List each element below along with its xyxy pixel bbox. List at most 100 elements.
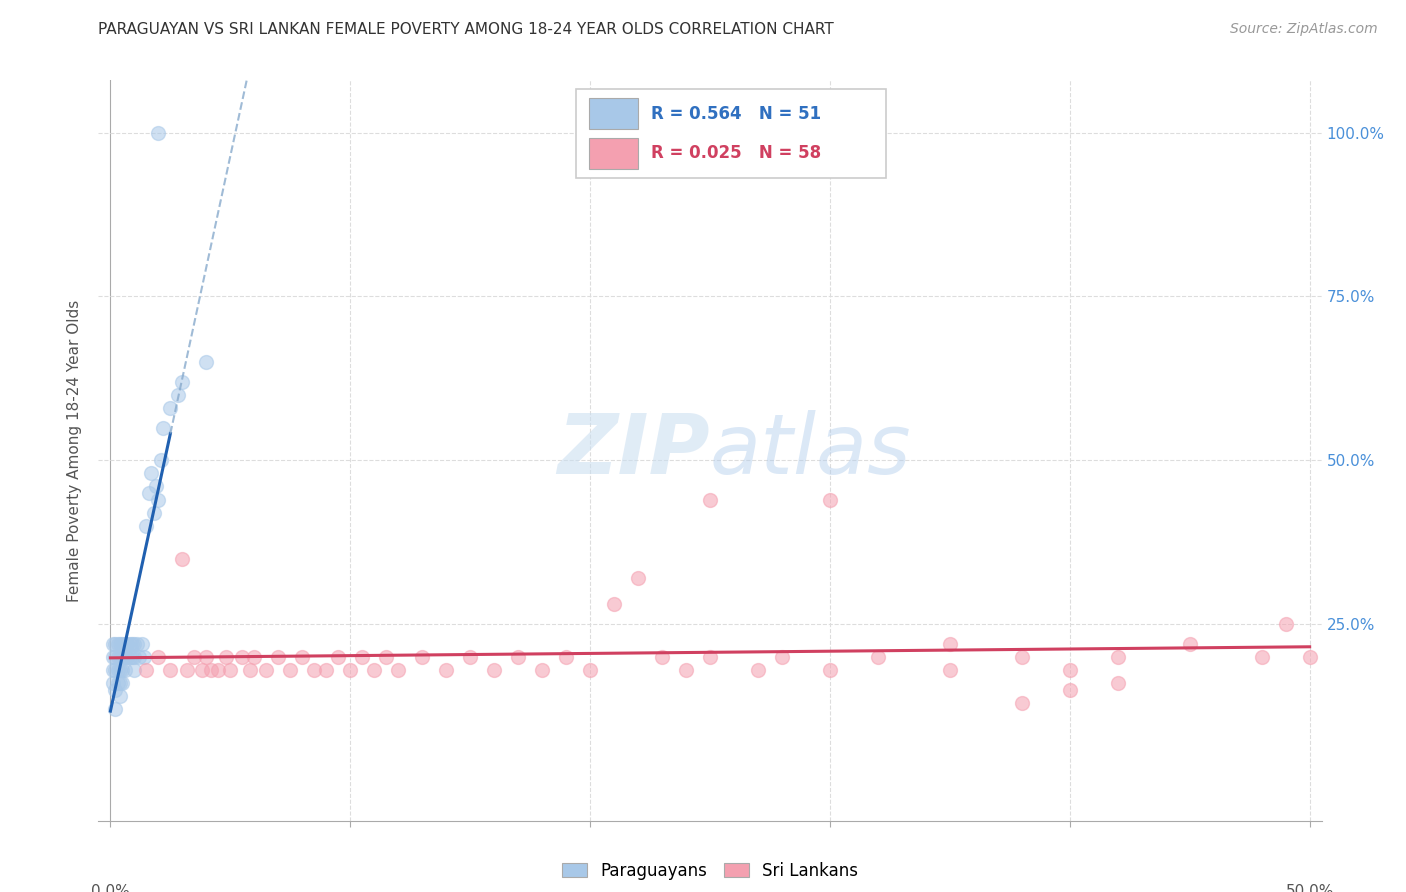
Point	[149, 453, 172, 467]
Point	[818, 492, 841, 507]
Point	[131, 637, 153, 651]
Point	[107, 676, 129, 690]
Point	[159, 663, 181, 677]
Point	[328, 649, 350, 664]
Point	[115, 637, 138, 651]
Point	[108, 663, 131, 677]
Text: ZIP: ZIP	[557, 410, 710, 491]
Point	[114, 637, 136, 651]
Point	[142, 506, 165, 520]
Point	[434, 663, 457, 677]
Point	[555, 649, 578, 664]
Point	[124, 663, 146, 677]
Y-axis label: Female Poverty Among 18-24 Year Olds: Female Poverty Among 18-24 Year Olds	[67, 300, 83, 601]
Point	[108, 637, 131, 651]
Legend: Paraguayans, Sri Lankans: Paraguayans, Sri Lankans	[555, 855, 865, 887]
Point	[107, 663, 129, 677]
Point	[195, 649, 218, 664]
Point	[387, 663, 409, 677]
Text: Source: ZipAtlas.com: Source: ZipAtlas.com	[1230, 22, 1378, 37]
Point	[104, 702, 127, 716]
Bar	[589, 138, 638, 169]
Point	[214, 649, 236, 664]
Point	[108, 676, 131, 690]
Point	[101, 663, 124, 677]
Point	[195, 355, 218, 369]
Point	[363, 663, 385, 677]
Point	[304, 663, 326, 677]
Point	[482, 663, 505, 677]
Point	[124, 649, 146, 664]
Point	[114, 649, 136, 664]
Text: 0.0%: 0.0%	[91, 884, 129, 892]
Text: 50.0%: 50.0%	[1285, 884, 1334, 892]
Point	[148, 492, 170, 507]
Point	[291, 649, 314, 664]
Point	[125, 637, 148, 651]
Point	[675, 663, 697, 677]
Point	[104, 637, 127, 651]
FancyBboxPatch shape	[576, 89, 886, 178]
Point	[138, 486, 160, 500]
Point	[118, 649, 141, 664]
Point	[770, 649, 793, 664]
Point	[104, 649, 127, 664]
Point	[135, 663, 157, 677]
Point	[104, 663, 127, 677]
Point	[108, 689, 131, 703]
Point	[1011, 696, 1033, 710]
Point	[172, 551, 194, 566]
Point	[531, 663, 554, 677]
Point	[699, 492, 721, 507]
Point	[939, 637, 962, 651]
Point	[219, 663, 242, 677]
Point	[200, 663, 222, 677]
Point	[458, 649, 481, 664]
Point	[107, 649, 129, 664]
Point	[1011, 649, 1033, 664]
Point	[278, 663, 301, 677]
Point	[176, 663, 198, 677]
Point	[315, 663, 337, 677]
Point	[145, 479, 167, 493]
Point	[148, 126, 170, 140]
Point	[339, 663, 361, 677]
Point	[101, 649, 124, 664]
Point	[603, 598, 626, 612]
Point	[190, 663, 212, 677]
Point	[166, 388, 188, 402]
Point	[111, 649, 134, 664]
Point	[267, 649, 290, 664]
Point	[128, 649, 150, 664]
Point	[651, 649, 673, 664]
Bar	[589, 98, 638, 129]
Point	[107, 637, 129, 651]
Point	[254, 663, 277, 677]
Point	[699, 649, 721, 664]
Point	[118, 637, 141, 651]
Point	[939, 663, 962, 677]
Point	[132, 649, 155, 664]
Point	[747, 663, 769, 677]
Point	[148, 649, 170, 664]
Point	[207, 663, 229, 677]
Text: R = 0.025   N = 58: R = 0.025 N = 58	[651, 145, 821, 162]
Point	[104, 682, 127, 697]
Point	[579, 663, 602, 677]
Point	[352, 649, 374, 664]
Point	[121, 649, 143, 664]
Point	[627, 571, 650, 585]
Point	[508, 649, 530, 664]
Point	[1059, 663, 1081, 677]
Text: PARAGUAYAN VS SRI LANKAN FEMALE POVERTY AMONG 18-24 YEAR OLDS CORRELATION CHART: PARAGUAYAN VS SRI LANKAN FEMALE POVERTY …	[98, 22, 834, 37]
Point	[101, 676, 124, 690]
Point	[159, 401, 181, 415]
Point	[108, 649, 131, 664]
Point	[172, 375, 194, 389]
Point	[152, 420, 174, 434]
Point	[1298, 649, 1320, 664]
Point	[411, 649, 433, 664]
Point	[121, 637, 143, 651]
Point	[141, 467, 163, 481]
Point	[238, 663, 260, 677]
